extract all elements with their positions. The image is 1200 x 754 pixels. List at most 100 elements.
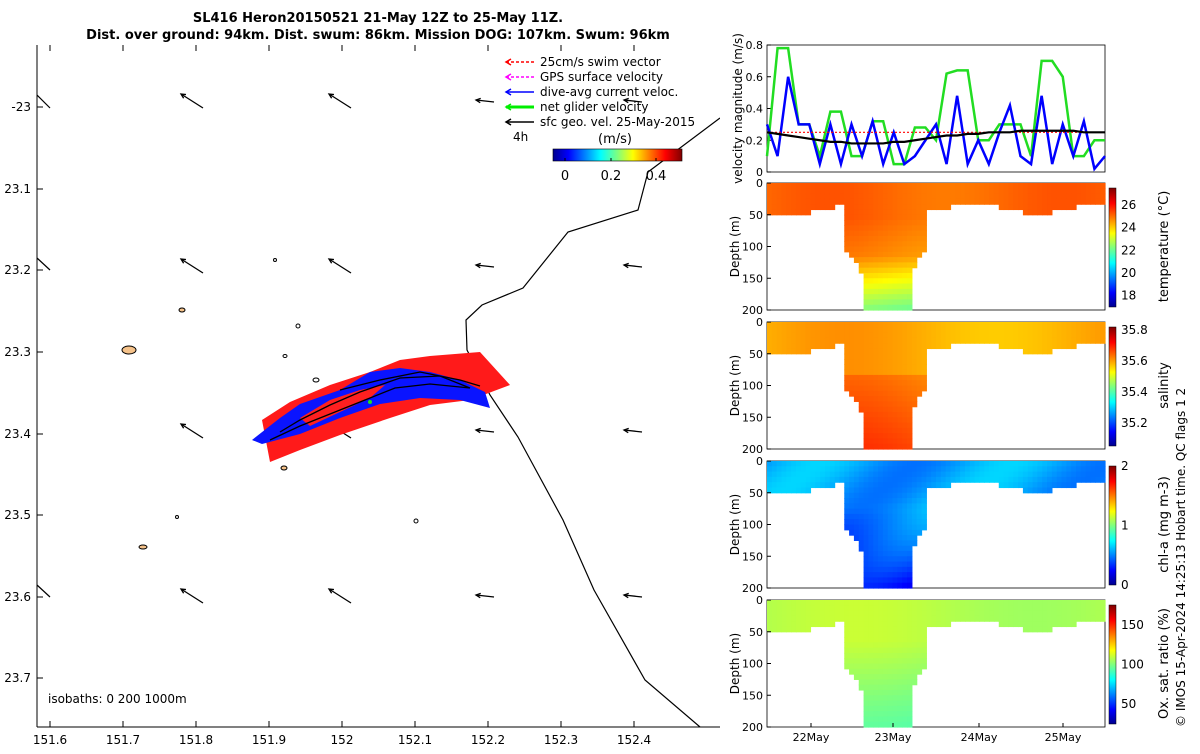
- section-cell: [916, 658, 923, 665]
- section-cell: [834, 605, 841, 612]
- section-cell: [829, 621, 836, 628]
- section-cell: [791, 466, 797, 473]
- section-cell: [1061, 476, 1067, 483]
- section-cell: [873, 411, 879, 418]
- section-cell: [897, 267, 903, 274]
- section-cell: [776, 322, 783, 328]
- section-cell: [1085, 605, 1092, 612]
- section-cell: [1013, 621, 1019, 628]
- section-cell: [907, 721, 913, 728]
- section-cell: [1095, 466, 1101, 473]
- section-cell: [878, 299, 884, 306]
- section-cell: [892, 582, 898, 589]
- section-cell: [882, 689, 889, 696]
- section-cell: [805, 471, 812, 478]
- section-cell: [858, 385, 865, 392]
- section-cell: [892, 267, 898, 274]
- section-cell: [878, 605, 884, 612]
- section-cell: [1027, 461, 1034, 467]
- section-cell: [878, 322, 884, 328]
- section-cell: [897, 198, 903, 205]
- section-cell: [878, 406, 884, 413]
- section-cell: [1071, 471, 1077, 478]
- section-cell: [936, 476, 942, 483]
- section-cell: [960, 466, 966, 473]
- section-cell: [882, 476, 889, 483]
- section-cell: [1047, 626, 1053, 633]
- section-cell: [907, 390, 913, 397]
- reef: [121, 345, 137, 355]
- section-colorbar-tick-label: 100: [1121, 658, 1144, 672]
- coast-fragment: [37, 257, 51, 271]
- section-cell: [911, 476, 918, 483]
- section-cell: [1066, 204, 1072, 211]
- section-cell: [902, 466, 908, 473]
- section-cell: [844, 220, 850, 226]
- section-cell: [853, 668, 860, 675]
- section-cell: [911, 508, 918, 515]
- section-cell: [882, 288, 889, 295]
- section-cell: [1022, 621, 1029, 628]
- section-cell: [887, 705, 894, 712]
- section-cell: [1032, 482, 1038, 489]
- section-cell: [786, 482, 792, 489]
- section-cell: [878, 487, 884, 494]
- section-cell: [955, 198, 961, 205]
- section-cell: [1071, 600, 1077, 606]
- section-cell: [902, 492, 908, 499]
- section-cell: [902, 524, 908, 531]
- section-cell: [892, 299, 898, 306]
- section-cell: [1095, 332, 1101, 339]
- section-cell: [767, 193, 773, 200]
- section-cell: [1013, 471, 1019, 478]
- section-cell: [1090, 466, 1096, 473]
- section-cell: [887, 674, 894, 680]
- section-cell: [878, 411, 884, 418]
- section-cell: [839, 193, 845, 200]
- section-cell: [902, 417, 908, 424]
- section-cell: [989, 188, 995, 195]
- section-cell: [1037, 337, 1043, 344]
- section-cell: [767, 482, 773, 489]
- section-cell: [921, 508, 927, 515]
- section-cell: [897, 438, 903, 445]
- section-cell: [844, 637, 850, 643]
- section-cell: [882, 304, 889, 311]
- section-cell: [1037, 188, 1043, 195]
- section-cell: [853, 652, 860, 659]
- section-cell: [911, 188, 918, 195]
- section-cell: [844, 214, 850, 221]
- section-cell: [1022, 332, 1029, 339]
- section-cell: [786, 209, 792, 216]
- section-cell: [1018, 476, 1024, 483]
- section-cell: [897, 652, 903, 659]
- section-cell: [1008, 337, 1014, 344]
- section-cell: [892, 476, 898, 483]
- section-cell: [940, 322, 947, 328]
- section-cell: [882, 396, 889, 402]
- section-cell: [998, 621, 1005, 628]
- section-cell: [786, 621, 792, 628]
- section-cell: [844, 487, 850, 494]
- section-cell: [1042, 476, 1048, 483]
- section-y-axis-label: Depth (m): [728, 633, 742, 694]
- section-cell: [921, 204, 927, 211]
- section-cell: [907, 427, 913, 434]
- section-cell: [882, 503, 889, 510]
- section-cell: [868, 577, 874, 584]
- section-cell: [902, 278, 908, 285]
- section-cell: [1090, 337, 1096, 344]
- section-cell: [892, 204, 898, 211]
- section-cell: [863, 283, 869, 290]
- section-cell: [1027, 610, 1034, 617]
- section-cell: [882, 262, 889, 269]
- section-y-tick-label: 50: [749, 626, 763, 639]
- section-cell: [993, 322, 1000, 328]
- section-cell: [892, 188, 898, 195]
- section-cell: [964, 476, 971, 483]
- section-cell: [873, 406, 879, 413]
- section-cell: [907, 705, 913, 712]
- date-tick-label: 25May: [1045, 731, 1082, 744]
